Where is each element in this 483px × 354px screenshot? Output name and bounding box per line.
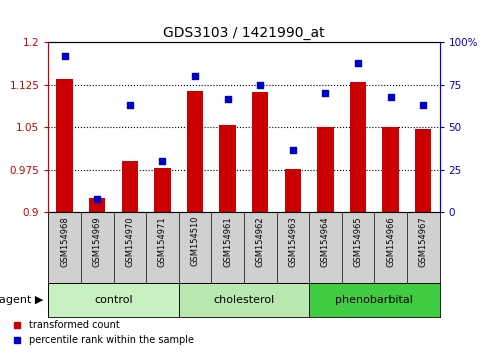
- Point: [224, 96, 231, 101]
- Text: GSM154968: GSM154968: [60, 216, 69, 267]
- Text: phenobarbital: phenobarbital: [335, 295, 413, 305]
- Point: [126, 103, 134, 108]
- Text: GSM154970: GSM154970: [125, 216, 134, 267]
- Text: GSM154966: GSM154966: [386, 216, 395, 267]
- Bar: [317, 127, 334, 212]
- Point: [322, 91, 329, 96]
- Point: [158, 159, 166, 164]
- Point: [419, 103, 427, 108]
- Point: [61, 53, 69, 59]
- Bar: [415, 129, 431, 212]
- Text: agent ▶: agent ▶: [0, 295, 43, 305]
- Text: control: control: [94, 295, 133, 305]
- Text: GSM154971: GSM154971: [158, 216, 167, 267]
- Bar: [179, 283, 309, 317]
- Legend: transformed count, percentile rank within the sample: transformed count, percentile rank withi…: [10, 316, 198, 349]
- Bar: [57, 79, 73, 212]
- Text: GSM154964: GSM154964: [321, 216, 330, 267]
- Point: [191, 74, 199, 79]
- Text: GSM154963: GSM154963: [288, 216, 298, 267]
- Text: cholesterol: cholesterol: [213, 295, 274, 305]
- Text: GSM154969: GSM154969: [93, 216, 102, 267]
- Point: [93, 196, 101, 202]
- Text: GSM154967: GSM154967: [419, 216, 428, 267]
- Point: [289, 147, 297, 152]
- Text: GSM154510: GSM154510: [190, 216, 199, 267]
- Bar: [219, 125, 236, 212]
- Bar: [309, 283, 440, 317]
- Text: GSM154961: GSM154961: [223, 216, 232, 267]
- Point: [354, 60, 362, 66]
- Title: GDS3103 / 1421990_at: GDS3103 / 1421990_at: [163, 26, 325, 40]
- Bar: [383, 127, 399, 212]
- Bar: [252, 92, 269, 212]
- Bar: [154, 168, 170, 212]
- Text: GSM154965: GSM154965: [354, 216, 363, 267]
- Point: [256, 82, 264, 88]
- Bar: [187, 91, 203, 212]
- Bar: [350, 82, 366, 212]
- Point: [387, 94, 395, 100]
- Bar: [89, 198, 105, 212]
- Bar: [48, 283, 179, 317]
- Bar: [284, 169, 301, 212]
- Bar: [122, 161, 138, 212]
- Text: GSM154962: GSM154962: [256, 216, 265, 267]
